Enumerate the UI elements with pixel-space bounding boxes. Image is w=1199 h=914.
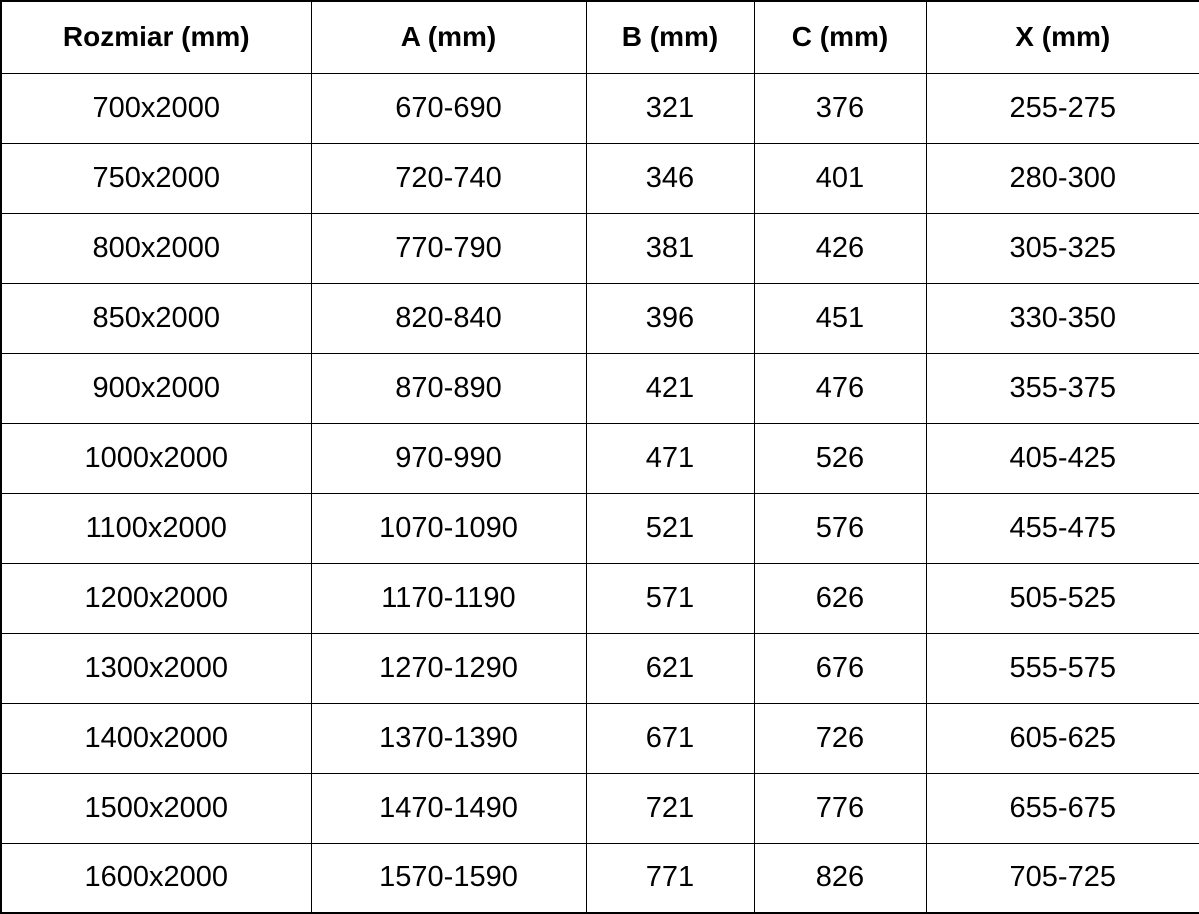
table-cell: 355-375 — [925, 352, 1199, 424]
table-cell: 401 — [753, 142, 927, 214]
table-cell: 571 — [585, 562, 755, 634]
table-row: 1500x2000 1470-1490 721 776 655-675 — [0, 772, 1199, 844]
table-cell: 670-690 — [310, 72, 587, 144]
column-header-c: C (mm) — [753, 0, 927, 74]
table-cell: 476 — [753, 352, 927, 424]
table-row: 1300x2000 1270-1290 621 676 555-575 — [0, 632, 1199, 704]
table-cell: 1170-1190 — [310, 562, 587, 634]
table-cell: 655-675 — [925, 772, 1199, 844]
table-cell: 1270-1290 — [310, 632, 587, 704]
table-cell: 381 — [585, 212, 755, 284]
table-cell: 255-275 — [925, 72, 1199, 144]
table-row: 850x2000 820-840 396 451 330-350 — [0, 282, 1199, 354]
table-row: 1600x2000 1570-1590 771 826 705-725 — [0, 842, 1199, 914]
table-row: 1200x2000 1170-1190 571 626 505-525 — [0, 562, 1199, 634]
table-body: 700x2000 670-690 321 376 255-275 750x2000 720-… — [0, 72, 1199, 914]
table-cell: 671 — [585, 702, 755, 774]
table-cell: 771 — [585, 842, 755, 914]
table-cell: 720-740 — [310, 142, 587, 214]
table-cell: 820-840 — [310, 282, 587, 354]
table-cell: 970-990 — [310, 422, 587, 494]
table-cell: 870-890 — [310, 352, 587, 424]
table-cell: 451 — [753, 282, 927, 354]
table-cell: 826 — [753, 842, 927, 914]
table-cell: 426 — [753, 212, 927, 284]
table-cell: 526 — [753, 422, 927, 494]
table-row: 750x2000 720-740 346 401 280-300 — [0, 142, 1199, 214]
column-header-x: X (mm) — [925, 0, 1199, 74]
table-cell: 576 — [753, 492, 927, 564]
table-cell: 521 — [585, 492, 755, 564]
table-cell: 1570-1590 — [310, 842, 587, 914]
column-header-rozmiar: Rozmiar (mm) — [0, 0, 312, 74]
table-cell: 1200x2000 — [0, 562, 312, 634]
table-cell: 1500x2000 — [0, 772, 312, 844]
table-cell: 555-575 — [925, 632, 1199, 704]
table-cell: 621 — [585, 632, 755, 704]
table-cell: 421 — [585, 352, 755, 424]
table-cell: 800x2000 — [0, 212, 312, 284]
table-cell: 1400x2000 — [0, 702, 312, 774]
table-row: 700x2000 670-690 321 376 255-275 — [0, 72, 1199, 144]
table-cell: 850x2000 — [0, 282, 312, 354]
table-cell: 471 — [585, 422, 755, 494]
table-cell: 1070-1090 — [310, 492, 587, 564]
table-row: 900x2000 870-890 421 476 355-375 — [0, 352, 1199, 424]
table-cell: 305-325 — [925, 212, 1199, 284]
table-cell: 346 — [585, 142, 755, 214]
column-header-b: B (mm) — [585, 0, 755, 74]
table-cell: 1100x2000 — [0, 492, 312, 564]
table-cell: 776 — [753, 772, 927, 844]
column-header-a: A (mm) — [310, 0, 587, 74]
table-cell: 676 — [753, 632, 927, 704]
table-cell: 1000x2000 — [0, 422, 312, 494]
table-cell: 900x2000 — [0, 352, 312, 424]
table-cell: 1470-1490 — [310, 772, 587, 844]
table-header-row: Rozmiar (mm) A (mm) B (mm) C (mm) X (mm) — [0, 0, 1199, 74]
table-cell: 1300x2000 — [0, 632, 312, 704]
table-cell: 721 — [585, 772, 755, 844]
table-cell: 750x2000 — [0, 142, 312, 214]
table-cell: 280-300 — [925, 142, 1199, 214]
table-cell: 726 — [753, 702, 927, 774]
table-cell: 1370-1390 — [310, 702, 587, 774]
table-cell: 396 — [585, 282, 755, 354]
table-cell: 1600x2000 — [0, 842, 312, 914]
table-cell: 705-725 — [925, 842, 1199, 914]
table-row: 800x2000 770-790 381 426 305-325 — [0, 212, 1199, 284]
table-row: 1400x2000 1370-1390 671 726 605-625 — [0, 702, 1199, 774]
table-cell: 605-625 — [925, 702, 1199, 774]
table-cell: 505-525 — [925, 562, 1199, 634]
table-cell: 770-790 — [310, 212, 587, 284]
table-cell: 405-425 — [925, 422, 1199, 494]
table-cell: 626 — [753, 562, 927, 634]
table-cell: 455-475 — [925, 492, 1199, 564]
table-cell: 321 — [585, 72, 755, 144]
table-row: 1000x2000 970-990 471 526 405-425 — [0, 422, 1199, 494]
table-cell: 376 — [753, 72, 927, 144]
table-header: Rozmiar (mm) A (mm) B (mm) C (mm) X (mm) — [0, 0, 1199, 74]
table-cell: 330-350 — [925, 282, 1199, 354]
table-cell: 700x2000 — [0, 72, 312, 144]
table-row: 1100x2000 1070-1090 521 576 455-475 — [0, 492, 1199, 564]
